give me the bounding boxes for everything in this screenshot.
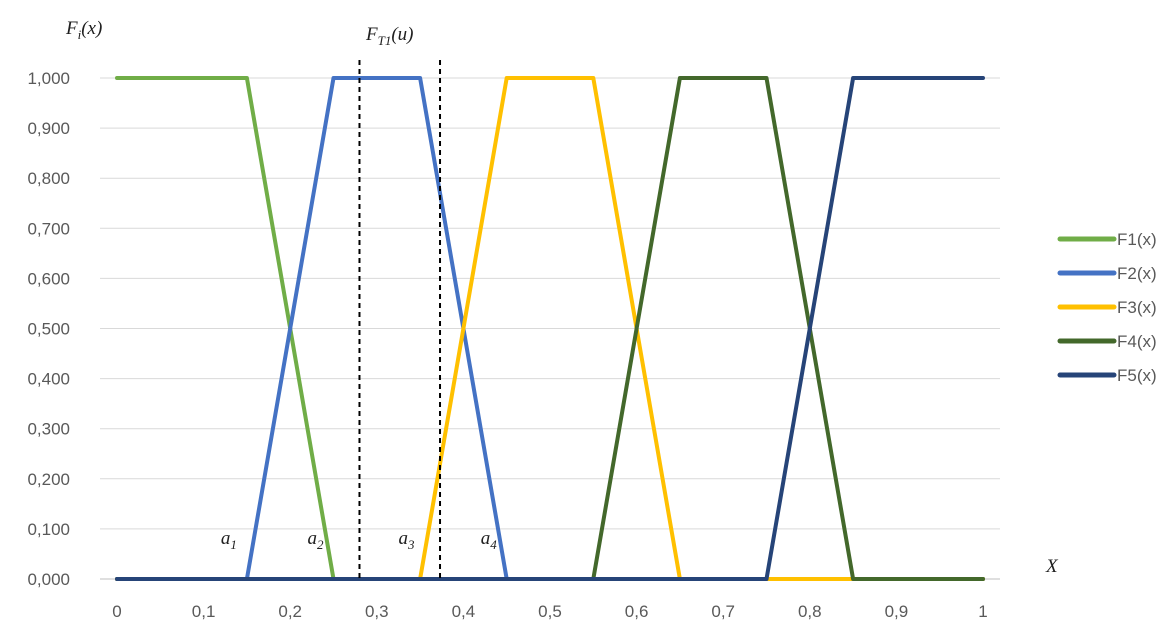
annotation-label: a1 (221, 528, 237, 552)
annotation-label: a2 (308, 528, 325, 552)
y-tick-label: 0,400 (27, 370, 70, 389)
y-tick-label: 0,100 (27, 520, 70, 539)
y-tick-label: 0,000 (27, 570, 70, 589)
y-tick-label: 1,000 (27, 69, 70, 88)
legend: F1(x) F2(x) F3(x) F4(x) F5(x) (1057, 230, 1157, 385)
reference-lines (358, 60, 442, 579)
legend-label: F3(x) (1117, 298, 1157, 317)
y-tick-label: 0,900 (27, 119, 70, 138)
vline-label: FT1(u) (365, 24, 414, 48)
x-tick-label: 0,8 (798, 602, 822, 621)
annotation-label: a4 (481, 528, 498, 552)
x-tick-label: 0,1 (192, 602, 216, 621)
y-tick-label: 0,200 (27, 470, 70, 489)
x-tick-label: 0,7 (711, 602, 735, 621)
legend-label: F2(x) (1117, 264, 1157, 283)
x-tick-label: 0,9 (885, 602, 909, 621)
annotations: a1 a2 a3 a4 (221, 528, 497, 552)
y-tick-label: 0,800 (27, 169, 70, 188)
gridlines (100, 77, 1000, 580)
annotation-label: a3 (398, 528, 415, 552)
y-tick-label: 0,300 (27, 420, 70, 439)
legend-item: F1(x) (1057, 230, 1157, 249)
x-axis-label: X (1045, 556, 1059, 577)
x-tick-label: 0,4 (452, 602, 476, 621)
y-axis-label: Fi(x) (65, 18, 102, 42)
x-tick-label: 0,3 (365, 602, 389, 621)
series-lines (115, 76, 985, 581)
y-tick-label: 0,600 (27, 269, 70, 288)
y-tick-label: 0,500 (27, 320, 70, 339)
legend-item: F2(x) (1057, 264, 1157, 283)
x-tick-label: 0,2 (278, 602, 302, 621)
y-tick-labels: 0,000 0,100 0,200 0,300 0,400 0,500 0,600 0,700… (27, 69, 70, 589)
x-tick-label: 0,5 (538, 602, 562, 621)
x-tick-label: 0 (112, 602, 121, 621)
series-line-f5x (115, 76, 985, 581)
x-tick-labels: 0 0,1 0,2 0,3 0,4 0,5 0,6 0,7 0,8 0,9 1 (112, 602, 987, 621)
legend-item: F4(x) (1057, 332, 1157, 351)
legend-label: F5(x) (1117, 366, 1157, 385)
legend-item: F5(x) (1057, 366, 1157, 385)
legend-label: F1(x) (1117, 230, 1157, 249)
legend-item: F3(x) (1057, 298, 1157, 317)
y-tick-label: 0,700 (27, 219, 70, 238)
x-tick-label: 1 (978, 602, 987, 621)
legend-label: F4(x) (1117, 332, 1157, 351)
x-tick-label: 0,6 (625, 602, 649, 621)
